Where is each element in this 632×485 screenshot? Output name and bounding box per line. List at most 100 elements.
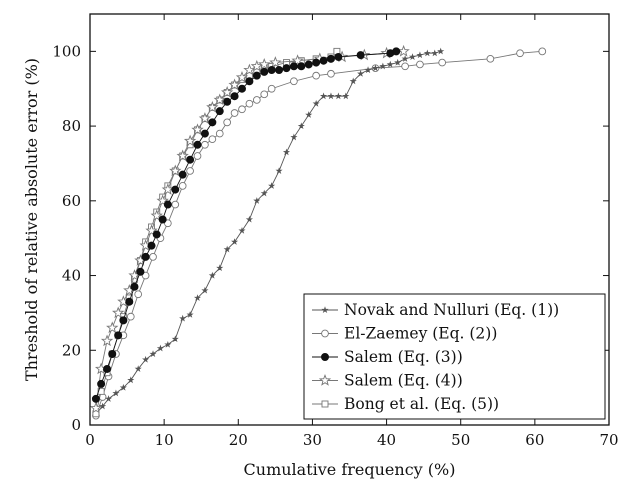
data-point — [275, 167, 283, 174]
data-point — [408, 53, 417, 60]
data-point — [238, 226, 246, 234]
legend-label: Bong et al. (Eq. (5)) — [344, 395, 499, 413]
data-point — [179, 314, 187, 322]
data-point — [191, 123, 204, 136]
legend-marker — [320, 352, 329, 361]
data-point — [193, 152, 202, 160]
data-point — [223, 245, 231, 253]
data-point — [289, 62, 298, 71]
data-point — [357, 70, 365, 77]
data-point — [228, 78, 241, 91]
x-tick-label: 30 — [303, 431, 322, 449]
data-point — [320, 92, 328, 100]
data-point — [114, 331, 123, 340]
data-point — [152, 230, 161, 239]
legend-marker — [318, 374, 332, 386]
data-point — [416, 60, 424, 69]
data-point — [147, 241, 156, 250]
data-point — [178, 170, 187, 179]
data-point — [97, 379, 106, 388]
data-point — [260, 67, 269, 76]
data-point — [312, 99, 320, 107]
data-point — [112, 389, 120, 397]
data-point — [171, 185, 180, 194]
data-point — [438, 58, 447, 67]
data-point — [392, 47, 401, 56]
data-point — [141, 271, 150, 280]
data-point — [103, 364, 112, 373]
data-point — [221, 85, 234, 98]
data-point — [156, 194, 169, 207]
data-point — [230, 109, 239, 117]
data-point — [243, 63, 256, 76]
data-point — [304, 60, 313, 69]
data-point — [100, 334, 114, 347]
y-tick-label: 20 — [62, 341, 81, 359]
data-point — [268, 182, 276, 189]
data-point — [201, 286, 209, 294]
data-point — [327, 69, 335, 78]
data-point — [89, 401, 103, 414]
data-point — [312, 71, 320, 80]
data-point — [326, 54, 335, 63]
data-point — [334, 92, 342, 100]
data-point — [169, 164, 182, 177]
legend-entry: El-Zaemey (Eq. (2)) — [312, 325, 497, 343]
x-tick-label: 20 — [229, 431, 248, 449]
data-point — [334, 52, 343, 61]
data-point — [141, 252, 150, 261]
data-point — [119, 316, 128, 325]
data-point — [206, 100, 219, 113]
data-point — [193, 140, 202, 149]
data-point — [223, 118, 232, 127]
data-point — [290, 77, 298, 86]
data-point — [200, 129, 209, 138]
data-point — [119, 383, 127, 391]
data-point — [297, 122, 305, 130]
y-tick-label: 80 — [62, 117, 81, 135]
legend-entry: Novak and Nulluri (Eq. (1)) — [312, 301, 559, 319]
data-point — [163, 200, 172, 209]
data-point — [134, 290, 143, 299]
legend-marker — [321, 306, 329, 314]
data-point — [235, 71, 249, 83]
data-point — [238, 105, 246, 114]
y-tick-label: 40 — [62, 267, 81, 285]
data-point — [267, 84, 276, 93]
legend: Novak and Nulluri (Eq. (1)) El-Zaemey (Eq… — [303, 293, 606, 420]
data-point — [401, 62, 409, 71]
data-point — [312, 58, 321, 67]
y-tick-label: 100 — [52, 42, 81, 60]
data-point — [108, 350, 117, 359]
data-point — [164, 340, 172, 348]
data-point — [130, 282, 139, 291]
data-point — [149, 253, 157, 261]
data-point — [291, 54, 304, 66]
x-tick-label: 60 — [525, 431, 544, 449]
data-point — [297, 62, 306, 71]
data-point — [245, 215, 253, 223]
legend-label: Novak and Nulluri (Eq. (1)) — [344, 301, 559, 319]
data-point — [386, 60, 394, 68]
data-point — [112, 306, 125, 319]
series-3 — [89, 44, 410, 414]
data-point — [127, 376, 135, 384]
data-point — [149, 350, 157, 358]
data-point — [423, 49, 431, 57]
data-point — [215, 107, 224, 116]
data-point — [305, 111, 313, 118]
data-point — [252, 96, 261, 104]
data-point — [223, 97, 232, 106]
data-point — [342, 92, 350, 100]
data-point — [161, 183, 175, 195]
data-point — [282, 64, 291, 73]
legend-marker — [321, 400, 329, 408]
data-point — [260, 189, 268, 197]
x-tick-label: 10 — [155, 431, 174, 449]
series-line — [95, 50, 404, 409]
data-point — [486, 54, 495, 63]
data-point — [176, 149, 189, 162]
series-0 — [92, 47, 445, 417]
data-point — [379, 62, 387, 70]
